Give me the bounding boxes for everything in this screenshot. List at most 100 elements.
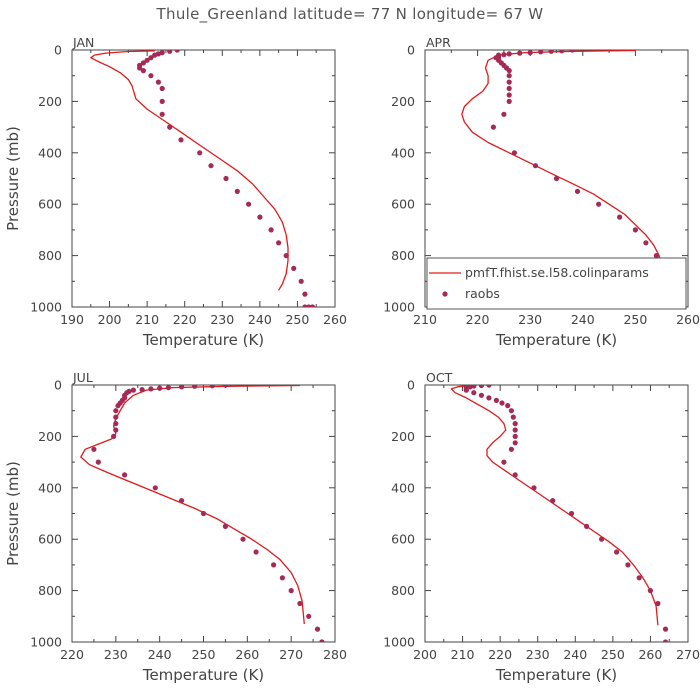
y-tick-label: 600 — [391, 197, 415, 212]
raob-point — [478, 392, 484, 398]
x-axis-label: Temperature (K) — [142, 666, 264, 684]
x-tick-label: 260 — [638, 647, 662, 662]
y-tick-label: 400 — [391, 145, 415, 160]
raob-point — [512, 427, 518, 433]
raob-point — [115, 403, 121, 409]
raob-point — [113, 408, 119, 414]
raob-point — [584, 523, 590, 530]
plot-area — [90, 50, 316, 307]
raob-point — [486, 395, 492, 401]
panel-label: JUL — [72, 370, 93, 385]
y-tick-label: 200 — [38, 94, 62, 109]
y-axis-label: Pressure (mb) — [4, 461, 22, 566]
raob-point — [253, 549, 259, 555]
raob-point — [471, 390, 477, 396]
raob-point — [159, 111, 165, 117]
y-tick-label: 0 — [54, 378, 62, 393]
raob-point — [309, 304, 316, 307]
raob-point — [655, 600, 661, 607]
raob-point — [506, 98, 512, 104]
raob-point — [568, 510, 575, 517]
x-tick-label: 220 — [488, 647, 512, 662]
raob-point — [501, 111, 507, 117]
legend-label-obs: raobs — [465, 286, 500, 301]
y-tick-label: 1000 — [383, 635, 415, 650]
x-tick-label: 260 — [323, 312, 347, 327]
raob-point — [506, 51, 512, 57]
raob-point — [499, 400, 505, 406]
panel-apr: 210 220 230 240 250 260 0 200 400 600 800 1000 APR Te… — [383, 35, 700, 349]
raob-point — [302, 291, 308, 297]
raob-point — [302, 304, 308, 307]
x-tick-label: 240 — [563, 647, 587, 662]
x-tick-label: 240 — [148, 647, 172, 662]
raob-point — [200, 510, 207, 517]
raob-point — [508, 408, 514, 414]
figure-title: Thule_Greenland latitude= 77 N longitude… — [156, 5, 544, 24]
raob-point — [559, 50, 565, 54]
x-tick-label: 250 — [601, 647, 625, 662]
raob-point — [548, 50, 554, 54]
raob-point — [553, 175, 560, 182]
raob-point — [283, 253, 289, 259]
y-tick-label: 400 — [391, 480, 415, 495]
y-tick-label: 600 — [391, 532, 415, 547]
panel-label: APR — [426, 35, 451, 50]
y-tick-label: 1000 — [30, 300, 62, 315]
model-profile-line — [461, 50, 663, 291]
x-tick-label: 200 — [98, 312, 122, 327]
raob-point — [625, 562, 631, 568]
x-tick-label: 230 — [518, 312, 542, 327]
raob-point — [271, 562, 277, 568]
raob-point — [144, 57, 150, 63]
raob-point — [493, 397, 499, 403]
y-tick-label: 0 — [54, 43, 62, 58]
raob-point — [614, 549, 620, 555]
y-tick-label: 400 — [38, 145, 62, 160]
raob-point — [111, 433, 117, 439]
model-profile-line — [80, 385, 305, 625]
x-tick-label: 190 — [60, 312, 84, 327]
raob-point — [506, 73, 512, 79]
x-tick-label: 230 — [210, 312, 234, 327]
y-tick-label: 200 — [391, 94, 415, 109]
model-profile-line — [90, 50, 289, 291]
y-tick-label: 200 — [38, 429, 62, 444]
x-tick-label: 200 — [413, 647, 437, 662]
raob-point — [463, 387, 469, 393]
raob-point — [197, 150, 203, 156]
raob-point — [257, 214, 263, 220]
x-tick-label: 210 — [451, 647, 475, 662]
raob-point — [279, 575, 285, 581]
y-tick-label: 1000 — [383, 300, 415, 315]
raob-point — [209, 385, 215, 389]
raob-point — [148, 73, 154, 79]
x-tick-label: 260 — [676, 312, 700, 327]
x-axis-label: Temperature (K) — [495, 331, 617, 349]
raob-point — [246, 201, 252, 207]
raob-point — [501, 459, 507, 465]
panel-label: JAN — [72, 35, 94, 50]
raob-point — [276, 240, 282, 246]
raob-point — [569, 50, 575, 53]
raob-point — [159, 85, 165, 92]
y-tick-label: 600 — [38, 197, 62, 212]
legend-box — [426, 257, 687, 310]
raob-point — [599, 536, 605, 542]
x-tick-label: 270 — [676, 647, 700, 662]
x-axis-label: Temperature (K) — [142, 331, 264, 349]
raob-point — [148, 386, 154, 392]
x-tick-label: 240 — [248, 312, 272, 327]
raob-point — [506, 68, 512, 74]
raob-point — [152, 485, 158, 491]
y-tick-label: 800 — [38, 248, 62, 263]
raob-point — [139, 387, 145, 393]
raob-point — [501, 52, 507, 58]
raob-point — [208, 163, 214, 169]
raob-point — [268, 227, 274, 233]
raob-point — [596, 201, 602, 207]
raob-point — [234, 188, 240, 194]
raob-point — [319, 639, 325, 642]
y-tick-label: 0 — [407, 43, 415, 58]
raob-point — [636, 575, 642, 581]
